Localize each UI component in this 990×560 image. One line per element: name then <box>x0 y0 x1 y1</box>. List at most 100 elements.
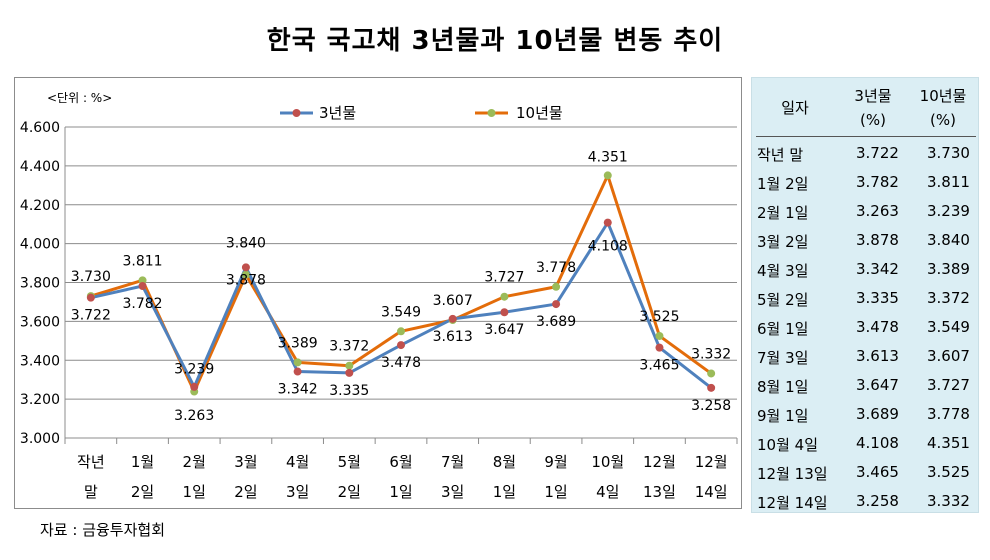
row-3y-value: 3.465 <box>856 463 899 481</box>
row-3y-value: 3.722 <box>856 144 899 162</box>
data-point-10y <box>293 358 302 367</box>
row-10y-value: 3.778 <box>927 405 970 423</box>
data-label-3y: 3.689 <box>536 314 576 330</box>
y-tick-label: 3.600 <box>20 314 60 330</box>
row-3y-value: 3.342 <box>856 260 899 278</box>
data-point-10y <box>603 171 612 180</box>
table-row: 4월 3일 3.342 3.389 <box>752 256 978 285</box>
row-date: 5월 2일 <box>757 291 809 309</box>
data-point-3y <box>397 341 405 350</box>
header-10y: 10년물 <box>919 87 967 105</box>
x-tick-label: 1일 <box>493 483 516 501</box>
table-row: 3월 2일 3.878 3.840 <box>752 227 978 256</box>
row-3y-value: 4.108 <box>856 434 899 452</box>
table-row: 10월 4일 4.108 4.351 <box>752 430 978 459</box>
x-tick-label: 말 <box>84 483 98 501</box>
row-3y-value: 3.478 <box>856 318 899 336</box>
row-date: 12월 14일 <box>757 494 828 512</box>
source-note: 자료 : 금융투자협회 <box>40 521 165 539</box>
unit-label: <단위 : %> <box>47 91 112 105</box>
data-label-10y: 4.351 <box>588 149 628 165</box>
row-date: 작년 말 <box>757 146 804 164</box>
row-3y-value: 3.689 <box>856 405 899 423</box>
data-point-3y <box>86 293 95 302</box>
data-label-3y: 3.342 <box>278 382 318 398</box>
x-tick-label: 2일 <box>234 483 257 501</box>
table-row: 8월 1일 3.647 3.727 <box>752 372 978 401</box>
y-tick-label: 4.400 <box>20 159 60 175</box>
data-table: 일자 3년물 (%) 10년물 (%) 작년 말 3.722 3.730 1월 2일 3… <box>751 77 979 513</box>
row-3y-value: 3.258 <box>856 492 899 510</box>
table-row: 6월 1일 3.478 3.549 <box>752 314 978 343</box>
row-date: 3월 2일 <box>757 233 809 251</box>
data-label-3y: 3.878 <box>226 272 266 288</box>
table-row: 12월 14일 3.258 3.332 <box>752 488 978 517</box>
x-tick-label: 13일 <box>643 483 676 501</box>
x-tick-label: 6월 <box>389 453 412 471</box>
row-date: 6월 1일 <box>757 320 809 338</box>
data-label-10y: 3.607 <box>433 293 473 309</box>
table-header: 일자 3년물 (%) 10년물 (%) <box>752 78 978 136</box>
data-point-10y <box>397 327 405 336</box>
row-10y-value: 3.811 <box>927 173 970 191</box>
row-date: 9월 1일 <box>757 407 809 425</box>
x-tick-label: 5월 <box>338 453 361 471</box>
data-point-3y <box>603 218 612 227</box>
row-3y-value: 3.878 <box>856 231 899 249</box>
data-point-3y <box>655 343 664 352</box>
y-tick-label: 4.000 <box>20 237 60 253</box>
data-point-10y <box>655 331 664 340</box>
header-divider <box>756 136 976 137</box>
data-label-10y: 3.525 <box>639 309 679 325</box>
x-tick-label: 12월 <box>695 453 728 471</box>
x-tick-label: 1일 <box>183 483 206 501</box>
row-10y-value: 3.549 <box>927 318 970 336</box>
data-point-3y <box>448 314 457 323</box>
data-label-3y: 4.108 <box>588 239 628 255</box>
y-tick-label: 3.800 <box>20 276 60 292</box>
table-row: 2월 1일 3.263 3.239 <box>752 198 978 227</box>
x-tick-label: 1일 <box>544 483 567 501</box>
x-tick-label: 2월 <box>183 453 206 471</box>
x-tick-label: 작년 <box>77 453 105 471</box>
data-label-10y: 3.727 <box>484 270 524 286</box>
header-3y: 3년물 <box>854 87 892 105</box>
x-tick-label: 3월 <box>234 453 257 471</box>
row-date: 7월 3일 <box>757 349 809 367</box>
data-label-3y: 3.335 <box>329 383 369 399</box>
page-title: 한국 국고채 3년물과 10년물 변동 추이 <box>266 26 724 56</box>
header-10y-unit: (%) <box>930 111 956 129</box>
data-point-3y <box>552 300 561 309</box>
data-label-10y: 3.332 <box>691 346 731 362</box>
row-date: 8월 1일 <box>757 378 809 396</box>
data-label-10y: 3.811 <box>122 253 162 269</box>
row-10y-value: 3.525 <box>927 463 970 481</box>
data-label-10y: 3.840 <box>226 236 266 252</box>
data-point-3y <box>138 281 147 290</box>
row-date: 12월 13일 <box>757 465 828 483</box>
row-3y-value: 3.647 <box>856 376 899 394</box>
x-tick-label: 4월 <box>286 453 309 471</box>
data-label-3y: 3.782 <box>122 296 162 312</box>
x-tick-label: 3일 <box>286 483 309 501</box>
data-point-10y <box>707 369 716 378</box>
y-tick-label: 4.200 <box>20 198 60 214</box>
data-label-3y: 3.258 <box>691 398 731 414</box>
data-point-3y <box>500 308 509 317</box>
x-tick-label: 2일 <box>338 483 361 501</box>
y-tick-label: 4.600 <box>20 120 60 136</box>
row-3y-value: 3.263 <box>856 202 899 220</box>
table-row: 5월 2일 3.335 3.372 <box>752 285 978 314</box>
line-chart: 4.600 4.400 4.200 4.000 3.800 3.600 3.400 3.200… <box>20 91 738 501</box>
row-10y-value: 3.332 <box>927 492 970 510</box>
row-10y-value: 3.727 <box>927 376 970 394</box>
row-10y-value: 3.730 <box>927 144 970 162</box>
data-label-3y: 3.613 <box>433 329 473 345</box>
data-label-10y: 3.372 <box>329 339 369 355</box>
data-point-3y <box>707 383 716 392</box>
row-10y-value: 3.239 <box>927 202 970 220</box>
data-label-10y: 3.549 <box>381 304 421 320</box>
chart-panel: 4.600 4.400 4.200 4.000 3.800 3.600 3.400 3.200… <box>14 77 742 509</box>
x-tick-label: 9월 <box>544 453 567 471</box>
row-3y-value: 3.782 <box>856 173 899 191</box>
